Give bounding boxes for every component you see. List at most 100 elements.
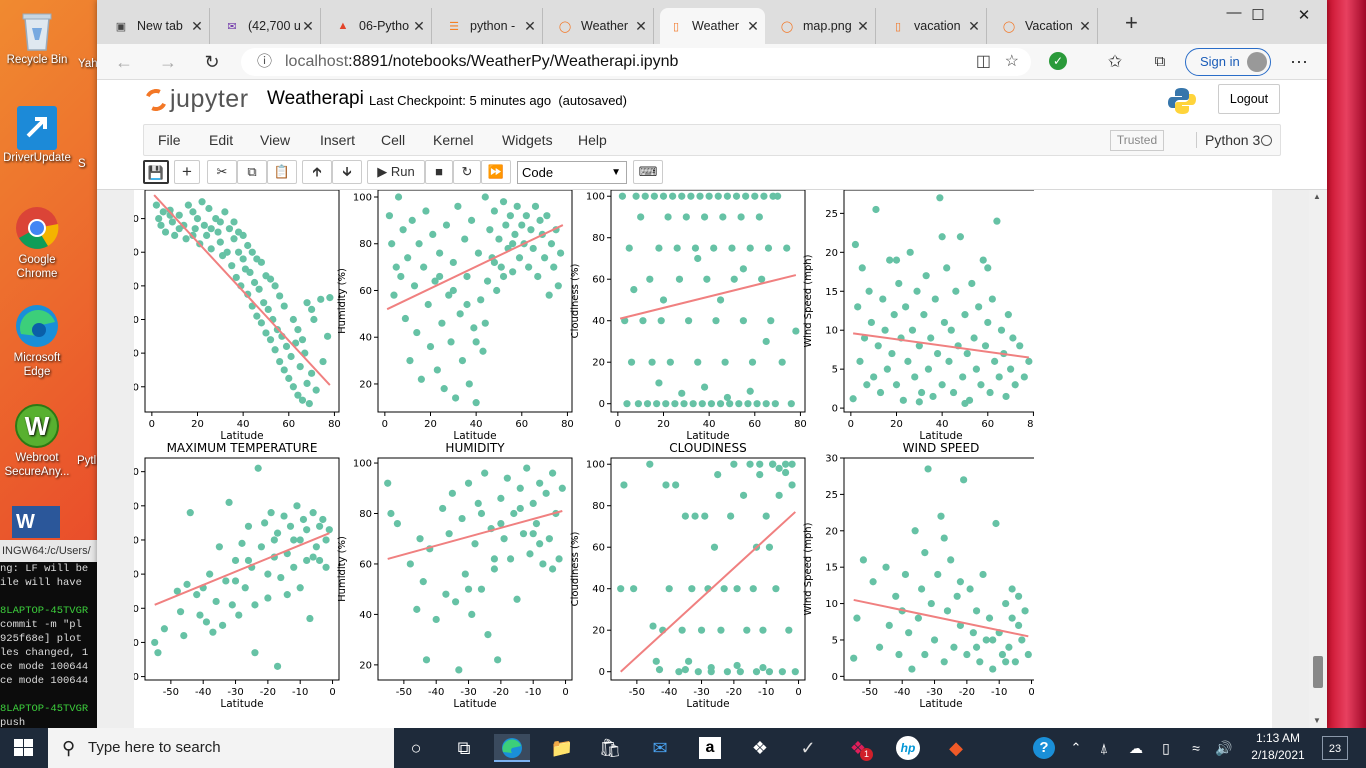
desktop-icon-microsoft-edge[interactable]: Microsoft Edge bbox=[0, 304, 74, 379]
browser-tab[interactable]: ▣ New tab ✕ bbox=[105, 8, 210, 44]
copy-button[interactable]: ⧉ bbox=[237, 160, 267, 184]
favorites-icon[interactable]: ✩ bbox=[1107, 52, 1123, 71]
desktop-icon-recycle-bin[interactable]: Recycle Bin bbox=[0, 6, 74, 67]
close-tab-icon[interactable]: ✕ bbox=[635, 17, 647, 34]
move-up-button[interactable]: 🡱 bbox=[302, 160, 332, 184]
url-host: localhost bbox=[285, 53, 349, 70]
minimize-button[interactable]: — bbox=[1226, 4, 1242, 21]
scatter-point bbox=[394, 193, 403, 201]
menu-edit[interactable]: Edit bbox=[209, 132, 234, 148]
notebook-name[interactable]: Weatherapi bbox=[267, 88, 364, 109]
close-window-button[interactable]: ✕ bbox=[1297, 7, 1311, 24]
scatter-point bbox=[296, 362, 304, 371]
y-tick-label: 20 bbox=[825, 248, 838, 259]
browser-tab[interactable]: ▯ Weather ✕ bbox=[660, 8, 765, 44]
github-desktop-icon[interactable]: ✓ bbox=[800, 738, 816, 758]
browser-tab[interactable]: ◯ map.png ✕ bbox=[771, 8, 876, 44]
desktop-icon-google-chrome[interactable]: Google Chrome bbox=[0, 206, 74, 281]
wifi-icon[interactable]: ≈ bbox=[1192, 740, 1200, 756]
microsoft-store-icon[interactable]: 🛍 bbox=[598, 738, 622, 758]
collections-icon[interactable]: ⧉ bbox=[1154, 53, 1166, 70]
git-bash-terminal[interactable]: INGW64:/c/Users/ ng: LF will be ile will … bbox=[0, 540, 98, 728]
onedrive-icon[interactable]: ☁ bbox=[1129, 740, 1143, 756]
close-tab-icon[interactable]: ✕ bbox=[968, 17, 980, 34]
menu-insert[interactable]: Insert bbox=[320, 132, 356, 148]
close-tab-icon[interactable]: ✕ bbox=[191, 17, 203, 34]
maximize-button[interactable]: ☐ bbox=[1251, 7, 1265, 24]
browser-tab[interactable]: ◯ Weather ✕ bbox=[549, 8, 654, 44]
more-menu-icon[interactable]: ⋯ bbox=[1290, 52, 1308, 72]
interrupt-button[interactable]: ■ bbox=[425, 160, 453, 184]
browser-tab[interactable]: ✉ (42,700 u ✕ bbox=[216, 8, 321, 44]
paste-button[interactable]: 📋 bbox=[267, 160, 297, 184]
x-tick-label: 20 bbox=[890, 419, 903, 430]
command-palette-button[interactable]: ⌨ bbox=[633, 160, 663, 184]
scatter-point bbox=[657, 317, 665, 325]
volume-icon[interactable]: 🔊 bbox=[1215, 740, 1233, 756]
read-aloud-icon[interactable]: ◫ bbox=[975, 53, 991, 70]
close-tab-icon[interactable]: ✕ bbox=[524, 17, 536, 34]
amazon-icon[interactable]: a bbox=[692, 734, 728, 762]
restart-button[interactable]: ↻ bbox=[453, 160, 481, 184]
taskbar-clock[interactable]: 1:13 AM 2/18/2021 bbox=[1246, 730, 1310, 764]
scroll-up-icon[interactable]: ▲ bbox=[1313, 192, 1321, 201]
taskbar-edge-icon[interactable] bbox=[494, 734, 530, 762]
menu-widgets[interactable]: Widgets bbox=[502, 132, 553, 148]
favorite-add-icon[interactable]: ☆ bbox=[1004, 53, 1019, 70]
browser-tab[interactable]: ▯ vacation ✕ bbox=[882, 8, 987, 44]
browser-tab[interactable]: ▲ 06-Pytho ✕ bbox=[327, 8, 432, 44]
refresh-button[interactable]: ↻ bbox=[204, 52, 220, 72]
close-tab-icon[interactable]: ✕ bbox=[302, 17, 314, 34]
dropbox-icon[interactable]: ❖ bbox=[751, 738, 769, 758]
browser-tab[interactable]: ☰ python - ✕ bbox=[438, 8, 543, 44]
git-gui-icon[interactable]: ◆ bbox=[949, 738, 963, 758]
cell-type-select[interactable]: Code ▼ bbox=[517, 161, 627, 184]
move-down-button[interactable]: 🡳 bbox=[332, 160, 362, 184]
show-hidden-icons[interactable]: ⌃ bbox=[1070, 740, 1082, 755]
scrollbar-thumb[interactable] bbox=[1313, 656, 1323, 688]
logout-button[interactable]: Logout bbox=[1218, 84, 1280, 114]
info-icon[interactable]: ⓘ bbox=[257, 53, 273, 70]
battery-icon[interactable]: ▯ bbox=[1162, 740, 1170, 756]
close-tab-icon[interactable]: ✕ bbox=[747, 17, 759, 34]
cortana-icon[interactable]: ○ bbox=[410, 738, 422, 758]
notification-center-icon[interactable]: 23 bbox=[1322, 736, 1348, 760]
menu-kernel[interactable]: Kernel bbox=[433, 132, 474, 148]
extension-check-icon[interactable]: ✓ bbox=[1049, 52, 1067, 70]
save-button[interactable]: 💾 bbox=[143, 160, 169, 184]
menu-view[interactable]: View bbox=[260, 132, 291, 148]
new-tab-button[interactable]: + bbox=[1125, 10, 1138, 35]
close-tab-icon[interactable]: ✕ bbox=[857, 17, 869, 34]
desktop-icon-webroot[interactable]: W Webroot SecureAny... bbox=[0, 404, 74, 479]
hp-icon[interactable]: hp bbox=[890, 734, 926, 762]
slack-icon[interactable]: ❖ 1 bbox=[840, 734, 876, 762]
close-tab-icon[interactable]: ✕ bbox=[1079, 17, 1091, 34]
notebook-scrollbar[interactable]: ▲ ▼ bbox=[1309, 190, 1327, 728]
close-tab-icon[interactable]: ✕ bbox=[413, 17, 425, 34]
scatter-point bbox=[186, 509, 194, 517]
menu-cell[interactable]: Cell bbox=[381, 132, 406, 148]
cut-button[interactable]: ✂ bbox=[207, 160, 237, 184]
forward-button[interactable]: → bbox=[159, 52, 177, 72]
scroll-down-icon[interactable]: ▼ bbox=[1313, 716, 1321, 725]
insert-cell-button[interactable]: + bbox=[174, 160, 200, 184]
windows-start-icon[interactable] bbox=[14, 739, 34, 762]
trusted-indicator[interactable]: Trusted bbox=[1110, 130, 1164, 151]
file-explorer-icon[interactable]: 📁 bbox=[550, 738, 574, 758]
url-field[interactable]: ⓘ localhost:8891/notebooks/WeatherPy/Wea… bbox=[241, 48, 1031, 76]
browser-tab[interactable]: ◯ Vacation ✕ bbox=[993, 8, 1098, 44]
usb-icon[interactable]: ⍋ bbox=[1099, 740, 1109, 756]
jupyter-logo[interactable]: jupyter bbox=[141, 85, 249, 115]
help-icon[interactable]: ? bbox=[1026, 734, 1062, 762]
sign-in-button[interactable]: Sign in bbox=[1185, 48, 1271, 76]
mail-icon[interactable]: ✉ bbox=[652, 738, 668, 758]
task-view-icon[interactable]: ⧉ bbox=[457, 738, 471, 758]
word-icon[interactable]: W bbox=[12, 506, 60, 538]
restart-run-all-button[interactable]: ⏩ bbox=[481, 160, 511, 184]
run-button[interactable]: ▶ Run bbox=[367, 160, 425, 184]
menu-help[interactable]: Help bbox=[578, 132, 607, 148]
desktop-icon-driverupdate[interactable]: DriverUpdate bbox=[0, 104, 74, 165]
menu-file[interactable]: File bbox=[158, 132, 181, 148]
taskbar-search-box[interactable]: ⚲ Type here to search bbox=[48, 728, 394, 768]
back-button[interactable]: ← bbox=[115, 52, 133, 72]
